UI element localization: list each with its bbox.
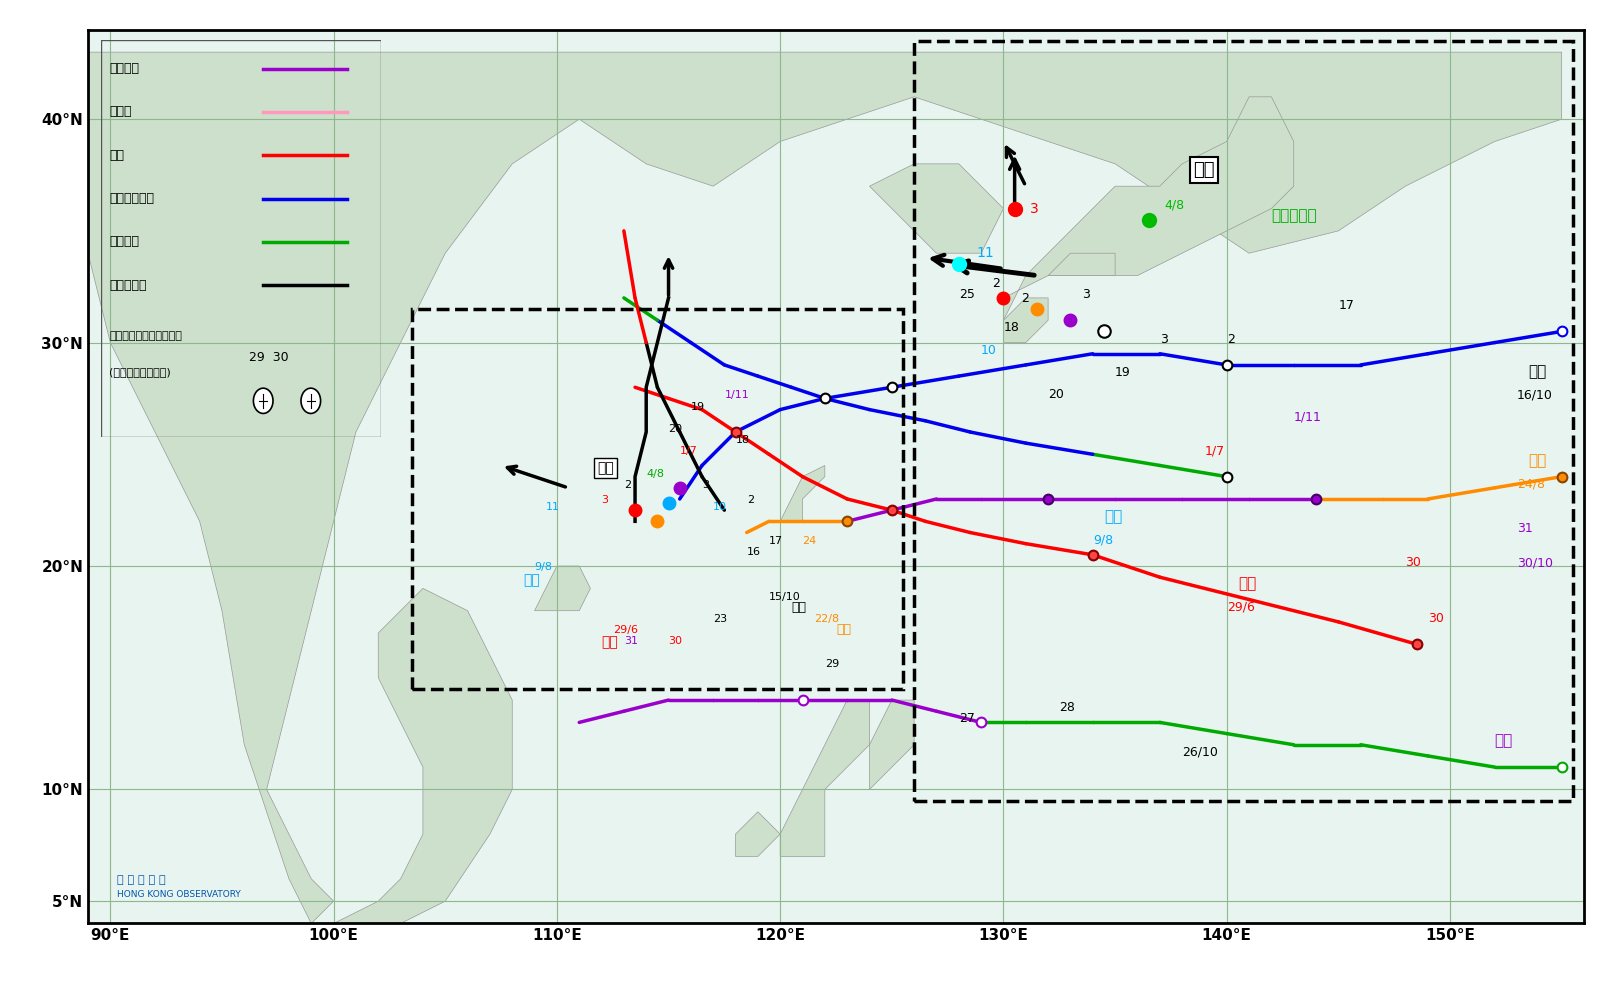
Text: 2: 2 (1021, 292, 1029, 306)
Text: 熱帶風暴: 熱帶風暴 (109, 235, 139, 248)
Text: 1/11: 1/11 (725, 390, 749, 400)
Text: 香港: 香港 (1194, 161, 1214, 179)
Text: 18: 18 (1003, 322, 1019, 335)
Text: 30: 30 (1427, 612, 1443, 625)
Text: 17: 17 (1338, 299, 1354, 312)
Polygon shape (88, 52, 1562, 923)
Polygon shape (781, 700, 869, 856)
Text: 尼格: 尼格 (1494, 733, 1514, 748)
Text: 1/7: 1/7 (1205, 444, 1224, 458)
Text: 17: 17 (770, 535, 782, 546)
Polygon shape (869, 700, 914, 789)
Text: 30: 30 (669, 637, 683, 646)
Text: 16: 16 (747, 547, 760, 557)
Text: 3: 3 (702, 480, 709, 490)
Text: 香港: 香港 (597, 461, 614, 476)
Text: 9/8: 9/8 (1093, 533, 1114, 547)
Text: 26/10: 26/10 (1182, 746, 1218, 759)
Text: 木蘭: 木蘭 (523, 573, 541, 587)
Text: 3: 3 (1030, 202, 1038, 215)
Text: 29/6: 29/6 (1227, 601, 1254, 614)
Text: 1/7: 1/7 (680, 446, 698, 457)
Text: 25: 25 (958, 288, 974, 301)
Text: 29  30: 29 30 (250, 351, 290, 364)
Text: 31: 31 (1517, 522, 1533, 535)
Text: 18: 18 (736, 435, 750, 445)
Text: 熱帶低氣壓: 熱帶低氣壓 (109, 279, 147, 292)
Text: 29/6: 29/6 (613, 625, 638, 636)
Text: 3: 3 (1160, 333, 1168, 346)
Polygon shape (736, 812, 781, 856)
Text: 19: 19 (1115, 366, 1131, 379)
Text: 馬鞍: 馬鞍 (1528, 454, 1547, 469)
Text: 2: 2 (747, 496, 754, 505)
Text: 颶風: 颶風 (109, 149, 125, 162)
Text: 29: 29 (826, 658, 838, 668)
Text: 3: 3 (602, 496, 608, 505)
Text: 22/8: 22/8 (814, 614, 838, 624)
Text: 每日協調世界時零時位置: 每日協調世界時零時位置 (109, 331, 182, 341)
Polygon shape (534, 566, 590, 611)
Text: 強烈熱帶風暴: 強烈熱帶風暴 (109, 192, 154, 206)
Text: 1/11: 1/11 (1294, 411, 1322, 424)
Text: 28: 28 (1059, 701, 1075, 714)
Text: 15/10: 15/10 (770, 592, 800, 602)
Text: 3: 3 (1082, 288, 1090, 301)
Polygon shape (290, 588, 512, 923)
Text: 20: 20 (669, 424, 683, 434)
Circle shape (253, 388, 274, 413)
Text: 逞芭: 逞芭 (602, 636, 618, 649)
Polygon shape (869, 164, 1003, 253)
Text: 30/10: 30/10 (1517, 556, 1554, 569)
Text: 10: 10 (714, 502, 726, 512)
Polygon shape (1048, 253, 1115, 275)
Text: 納沙: 納沙 (1528, 364, 1547, 379)
Bar (914, 41, 1573, 800)
Text: 31: 31 (624, 637, 638, 646)
Text: 超強颶風: 超強颶風 (109, 63, 139, 75)
Text: 強颶風: 強颶風 (109, 105, 131, 118)
Text: 24/8: 24/8 (1517, 478, 1546, 491)
Text: (香港時間上午八時): (香港時間上午八時) (109, 367, 171, 377)
Text: 2: 2 (624, 480, 630, 490)
Text: 香 港 天 文 台: 香 港 天 文 台 (117, 875, 166, 886)
Text: 逞芭: 逞芭 (1238, 576, 1256, 592)
Text: 20: 20 (1048, 388, 1064, 401)
Text: 30: 30 (1405, 556, 1421, 569)
Text: 24: 24 (803, 535, 816, 546)
Text: 納沙: 納沙 (792, 601, 806, 614)
Polygon shape (781, 466, 826, 521)
Text: 2: 2 (992, 277, 1000, 290)
Text: 4/8: 4/8 (1165, 199, 1184, 212)
Text: 2: 2 (1227, 333, 1235, 346)
Text: 11: 11 (976, 246, 995, 260)
Text: 10: 10 (981, 344, 997, 356)
Text: 4/8: 4/8 (646, 469, 664, 479)
Text: 9/8: 9/8 (534, 562, 552, 573)
Text: 19: 19 (691, 401, 706, 412)
Text: 23: 23 (714, 614, 728, 624)
Text: 16/10: 16/10 (1517, 388, 1554, 401)
Text: 27: 27 (958, 712, 974, 726)
Polygon shape (1003, 97, 1294, 320)
Text: HONG KONG OBSERVATORY: HONG KONG OBSERVATORY (117, 890, 240, 899)
Polygon shape (1003, 298, 1048, 343)
Bar (411, 309, 902, 689)
Circle shape (301, 388, 320, 413)
Text: 馬鞍: 馬鞍 (835, 623, 851, 637)
Text: 木蘭: 木蘭 (1104, 509, 1122, 524)
Text: 11: 11 (546, 502, 560, 512)
Text: 熱帶低氣壓: 熱帶低氣壓 (1272, 208, 1317, 222)
